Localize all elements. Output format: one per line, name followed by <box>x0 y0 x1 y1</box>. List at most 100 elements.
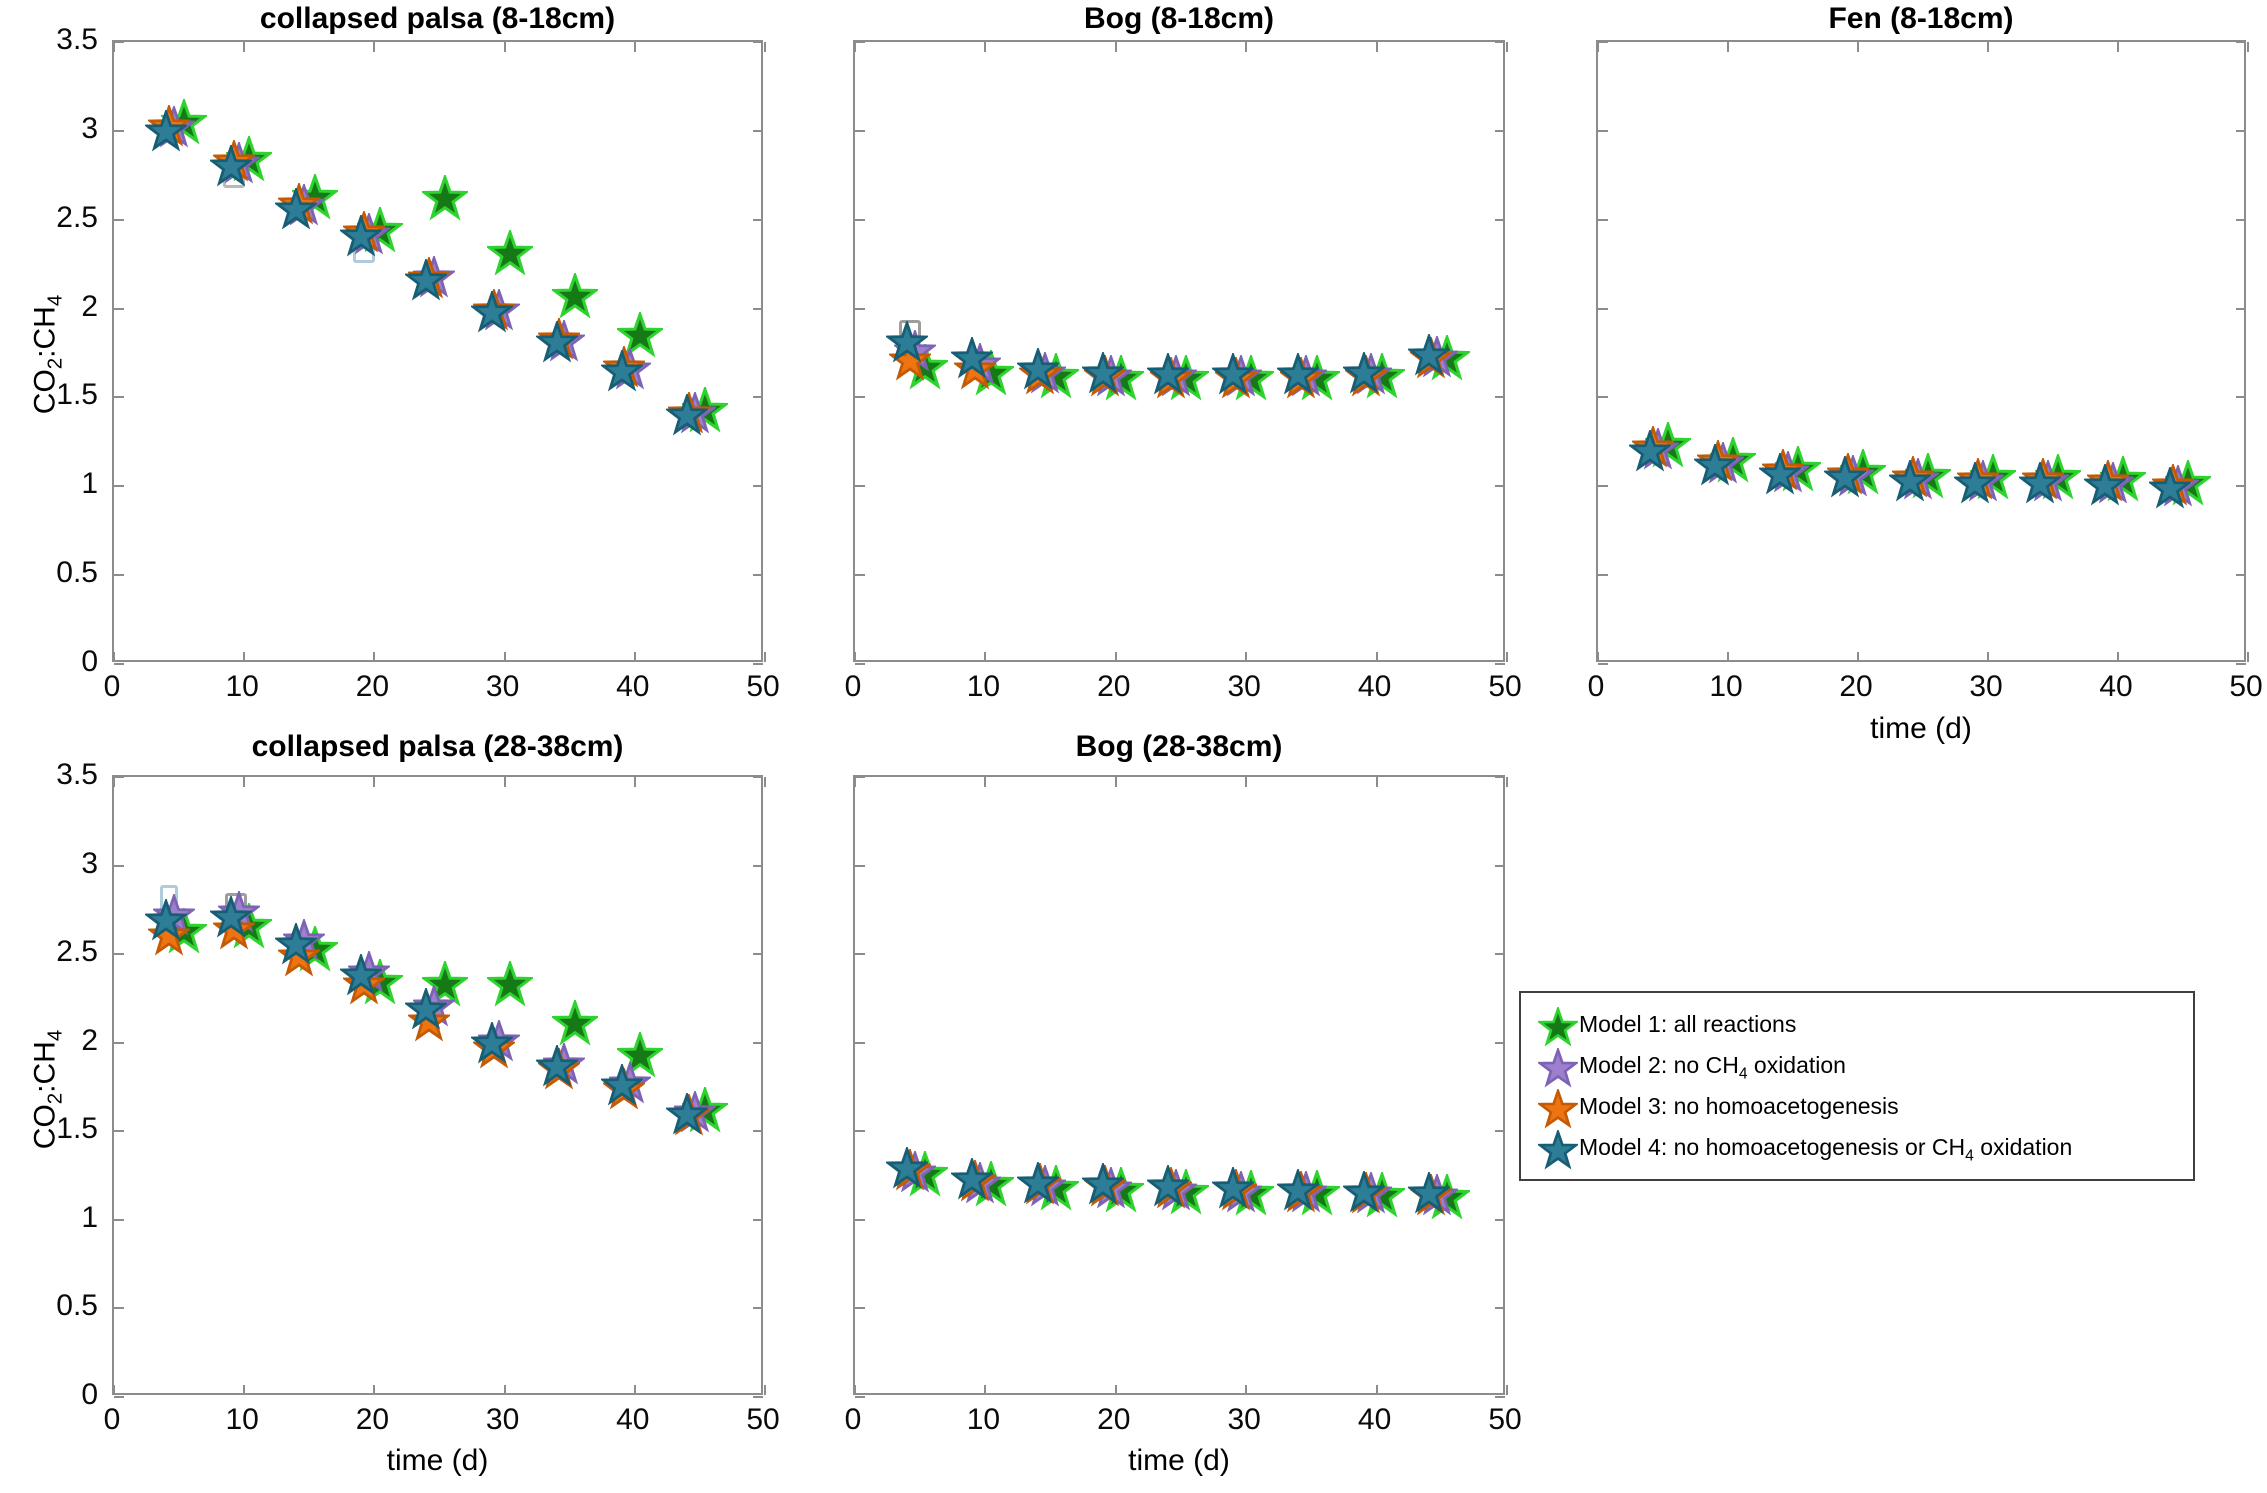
x-tick-label: 40 <box>2099 670 2133 703</box>
marker-star-model1 <box>1032 1164 1079 1211</box>
x-tick <box>1245 42 1248 52</box>
star-icon <box>1537 1129 1579 1170</box>
marker-star-model1 <box>1358 1172 1405 1218</box>
x-tick <box>1114 42 1117 52</box>
y-tick <box>855 574 865 577</box>
x-tick <box>854 777 856 787</box>
marker-star-model3 <box>1891 456 1934 498</box>
y-tick <box>1495 1396 1505 1398</box>
marker-star-model2 <box>1961 459 2004 502</box>
marker-star-model4 <box>886 1147 929 1189</box>
x-axis-label-bog-28-38: time (d) <box>1128 1444 1230 1477</box>
y-tick <box>2236 129 2246 132</box>
x-tick-label: 30 <box>485 670 520 703</box>
x-tick <box>1506 42 1508 52</box>
x-tick-label: 10 <box>225 1403 259 1436</box>
marker-star-model4 <box>1016 347 1059 390</box>
x-tick-label: 0 <box>844 1403 862 1436</box>
y-tick <box>753 1041 763 1044</box>
y-tick-label: 3.5 <box>56 758 98 791</box>
y-tick-label: 3 <box>81 111 98 145</box>
subplot-title-fen-8-18: Fen (8-18cm) <box>1828 2 2014 35</box>
marker-star-model2 <box>348 950 391 993</box>
marker-star-model2 <box>1636 427 1679 470</box>
marker-star-model1 <box>902 344 949 390</box>
marker-star-model1 <box>291 925 338 972</box>
x-tick-label: 20 <box>1839 670 1873 703</box>
marker-star-model1 <box>1424 1173 1471 1220</box>
subplot-title-bog-28-38: Bog (28-38cm) <box>1075 730 1283 763</box>
x-tick <box>1506 777 1508 787</box>
y-tick-label: 0.5 <box>56 556 98 590</box>
x-tick-label: 10 <box>1709 670 1743 703</box>
legend-item-model1: Model 1: all reactions <box>1537 1006 2193 1047</box>
marker-star-model4 <box>535 1044 578 1087</box>
marker-star-model1 <box>617 312 663 358</box>
x-tick <box>1375 652 1378 662</box>
y-tick <box>114 953 124 956</box>
marker-star-model2 <box>283 918 326 961</box>
y-tick <box>855 953 865 956</box>
marker-star-model1 <box>1970 454 2017 500</box>
y-tick <box>855 776 865 778</box>
y-tick <box>1598 129 1608 132</box>
x-axis-label-fen: time (d) <box>1870 712 1972 745</box>
star-icon <box>1537 1047 1579 1088</box>
marker-star-model2 <box>1219 1170 1262 1213</box>
marker-star-model2 <box>1415 1174 1458 1216</box>
legend-item-label: Model 1: all reactions <box>1579 1011 1796 1043</box>
marker-star-model2 <box>1285 1170 1328 1213</box>
marker-star-model3 <box>1761 449 1804 491</box>
legend-item-model3: Model 3: no homoacetogenesis <box>1537 1088 2193 1129</box>
marker-star-model1 <box>1645 422 1692 468</box>
y-tick-label: 0.5 <box>56 1289 98 1323</box>
marker-star-model3 <box>1345 1172 1388 1214</box>
y-tick <box>2236 485 2246 488</box>
x-tick <box>1857 42 1859 52</box>
plot-area-bog-8-18 <box>853 40 1508 665</box>
x-tick <box>243 1385 246 1395</box>
marker-star-model1 <box>1424 335 1471 381</box>
marker-star-model2 <box>1350 353 1393 395</box>
y-tick <box>1495 1218 1505 1221</box>
legend-item-label: Model 2: no CH4 oxidation <box>1579 1052 1846 1084</box>
marker-star-model4 <box>1146 1165 1189 1207</box>
y-tick <box>114 396 124 399</box>
y-tick-label: 2.5 <box>56 200 98 234</box>
x-tick <box>1506 1385 1508 1395</box>
y-tick <box>1598 396 1608 399</box>
y-tick <box>855 864 865 867</box>
marker-star-model3 <box>147 104 190 147</box>
x-tick <box>1857 652 1859 662</box>
x-tick <box>503 1385 506 1395</box>
y-tick <box>753 41 763 43</box>
x-tick <box>1987 42 1989 52</box>
marker-star-model1 <box>551 273 598 319</box>
x-tick-label: 20 <box>355 1403 390 1436</box>
y-tick <box>753 663 763 665</box>
x-tick <box>2117 652 2119 662</box>
marker-star-model1 <box>356 959 403 1005</box>
marker-star-model3 <box>1214 1168 1257 1211</box>
legend-item-model4: Model 4: no homoacetogenesis or CH4 oxid… <box>1537 1129 2193 1170</box>
x-axis-label-palsa-28-38: time (d) <box>386 1444 489 1477</box>
marker-star-model1 <box>902 1150 949 1197</box>
legend-text: oxidation <box>1973 1133 2073 1160</box>
marker-star-model4 <box>1277 353 1320 395</box>
x-tick-label: 30 <box>485 1403 520 1436</box>
marker-star-model3 <box>277 934 320 977</box>
marker-star-model2 <box>608 1062 651 1104</box>
y-tick <box>1495 396 1505 399</box>
x-tick-label: 40 <box>1357 670 1392 703</box>
x-tick <box>243 777 246 787</box>
ghost-marker <box>898 319 921 340</box>
y-tick-label: 2 <box>81 289 98 323</box>
marker-star-model2 <box>1350 1172 1393 1214</box>
y-tick-label: 0 <box>81 645 98 678</box>
y-tick <box>114 1307 124 1310</box>
marker-star-model1 <box>1098 354 1145 401</box>
x-tick-label: 0 <box>1587 670 1605 703</box>
marker-star-model4 <box>1146 353 1189 395</box>
y-tick <box>114 663 124 665</box>
marker-star-model1 <box>967 349 1014 396</box>
